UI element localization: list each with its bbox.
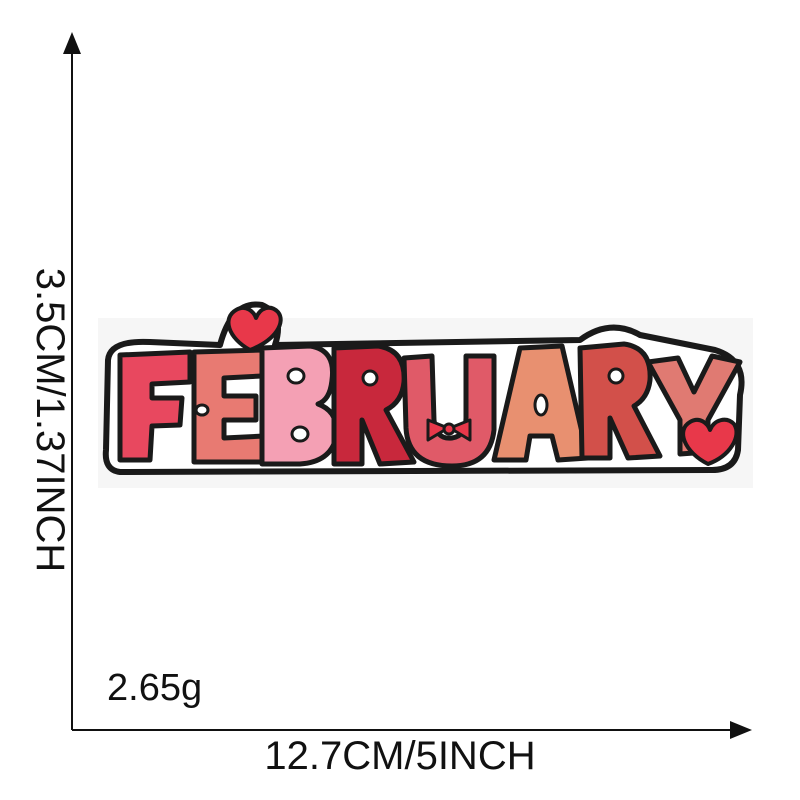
horizontal-arrow-head [730,721,752,739]
height-dimension-label: 3.5CM/1.37INCH [28,267,72,573]
letter-hole [194,403,210,417]
heart-icon [681,417,739,466]
letter-hole [361,369,379,387]
letter-b [259,343,340,467]
letter-hole [607,367,625,385]
weight-label: 2.65g [107,667,203,709]
letter-hole [286,367,306,385]
letter-hole [533,393,549,417]
letter-r-second [577,341,663,461]
heart-icon [226,305,283,352]
bow-icon [426,418,472,442]
vertical-arrow-head [63,32,81,54]
letter-f [117,349,193,463]
february-patch-image [98,301,753,488]
letter-y [645,353,743,457]
letter-hole [290,425,310,443]
width-dimension-label: 12.7CM/5INCH [264,734,536,778]
